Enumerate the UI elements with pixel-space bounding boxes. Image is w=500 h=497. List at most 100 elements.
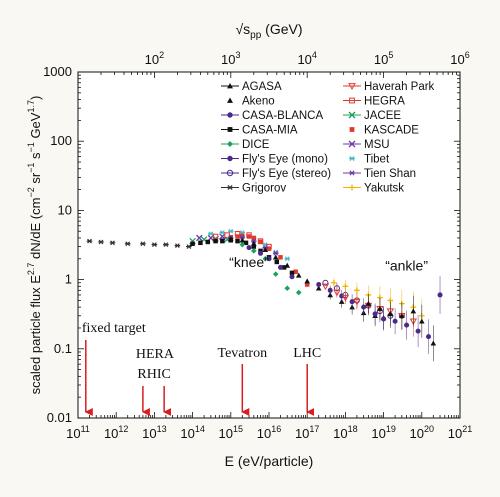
x2-tick-label: 103 — [221, 50, 240, 67]
triangle-down-marker — [321, 283, 330, 291]
diamond-marker — [239, 241, 246, 248]
legend-label: Fly's Eye (mono) — [242, 154, 328, 166]
open-circle-marker — [322, 279, 329, 286]
data-point — [174, 243, 181, 248]
data-point — [262, 246, 269, 252]
data-point — [266, 246, 272, 251]
legend-marker — [227, 97, 233, 103]
legend-item: KASCADE — [349, 125, 419, 137]
data-point — [212, 233, 219, 240]
triangle-marker — [304, 278, 310, 284]
data-point — [228, 235, 234, 241]
data-point — [190, 241, 195, 246]
data-point — [240, 233, 245, 239]
plus-marker — [349, 184, 355, 191]
legend-item: Akeno — [227, 96, 275, 108]
data-point — [437, 292, 443, 298]
data-point — [289, 270, 295, 276]
diamond-marker — [227, 141, 233, 147]
legend-item: Tien Shan — [343, 168, 416, 180]
data-point — [239, 237, 246, 243]
data-point — [109, 240, 116, 246]
x-tick-label: 1014 — [180, 424, 204, 441]
data-point — [349, 299, 355, 305]
data-point — [258, 239, 263, 245]
data-point — [295, 272, 302, 278]
diamond-marker — [262, 255, 269, 262]
triangle-marker — [284, 262, 291, 268]
legend-marker — [227, 127, 233, 132]
x-tick-label: 1016 — [257, 424, 281, 441]
legend-item: AGASA — [221, 81, 282, 93]
square-marker — [304, 282, 310, 287]
data-point — [278, 255, 283, 260]
square-marker — [235, 234, 240, 239]
x2-tick-label: 104 — [297, 50, 316, 67]
annotation: “ankle” — [385, 257, 428, 273]
diamond-marker — [250, 248, 257, 254]
legend-label: Tien Shan — [364, 168, 416, 180]
data-point — [289, 274, 295, 280]
legend-marker — [349, 97, 355, 104]
data-point — [272, 271, 279, 277]
circle-marker — [426, 334, 432, 340]
square-marker — [251, 244, 257, 249]
data-point — [304, 278, 310, 284]
legend-item: DICE — [221, 139, 270, 151]
legend-item: Grigorov — [221, 183, 286, 195]
legend-label: Tibet — [364, 154, 390, 166]
y-tick-label: 0.01 — [47, 410, 72, 425]
legend-marker — [348, 111, 356, 119]
triangle-marker — [315, 285, 322, 291]
y-tick-label: 100 — [50, 133, 72, 148]
y-tick-label: 0.1 — [54, 341, 72, 356]
data-point — [124, 241, 131, 247]
data-point — [387, 311, 394, 317]
legend-item: CASA-MIA — [221, 125, 298, 137]
asterisk-marker — [349, 155, 355, 162]
data-point — [251, 235, 257, 241]
circle-marker — [266, 256, 272, 262]
accelerator-label: Tevatron — [218, 346, 268, 361]
data-point — [353, 298, 361, 306]
data-point — [198, 240, 203, 246]
data-point — [239, 234, 246, 240]
triangle-marker — [295, 272, 302, 278]
series-casa-blanca — [246, 245, 295, 280]
circle-marker — [372, 311, 378, 317]
triangle-marker — [272, 254, 279, 260]
circle-marker — [289, 274, 295, 280]
data-point — [419, 318, 425, 324]
data-point — [219, 230, 226, 235]
data-point — [250, 240, 257, 246]
triangle-marker — [262, 246, 269, 252]
data-points — [86, 228, 443, 362]
data-point — [415, 328, 421, 334]
data-point — [339, 293, 345, 299]
legend-label: Haverah Park — [364, 81, 435, 93]
legend-label: KASCADE — [364, 125, 419, 137]
data-point — [272, 254, 279, 260]
plus-marker — [331, 279, 337, 286]
triangle-marker — [228, 235, 234, 241]
triangle-marker — [365, 300, 372, 306]
axis-ticks — [77, 72, 461, 419]
diamond-marker — [272, 271, 279, 277]
open-square-marker — [349, 97, 355, 104]
legend-marker — [227, 141, 233, 147]
circle-marker — [246, 245, 252, 251]
triangle-marker — [227, 83, 233, 89]
legend-marker — [226, 169, 234, 177]
square-marker — [240, 233, 245, 239]
circle-marker — [339, 293, 345, 299]
triangle-marker — [430, 340, 437, 346]
data-point — [354, 287, 360, 294]
square-marker — [289, 270, 295, 276]
data-point — [151, 242, 158, 248]
data-point — [365, 300, 372, 306]
annotation: “knee” — [229, 254, 269, 270]
triangle-marker — [250, 240, 257, 246]
circle-marker — [316, 281, 322, 288]
square-marker — [227, 127, 233, 132]
